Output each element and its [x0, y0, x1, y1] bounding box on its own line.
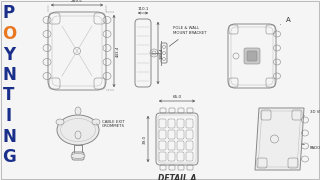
- Text: O: O: [2, 25, 16, 43]
- Text: CABLE EXIT
GROMMETS: CABLE EXIT GROMMETS: [96, 120, 125, 128]
- Text: 110.1: 110.1: [137, 8, 149, 12]
- Text: 3D VIEW: 3D VIEW: [304, 110, 320, 116]
- Text: N: N: [2, 66, 16, 84]
- Text: P: P: [3, 4, 15, 22]
- Text: A: A: [280, 17, 291, 25]
- FancyBboxPatch shape: [244, 48, 260, 64]
- Text: 135.4: 135.4: [160, 47, 164, 59]
- Text: Y: Y: [3, 46, 15, 64]
- Text: T: T: [3, 87, 15, 105]
- Text: POLE & WALL
MOUNT BRACKET: POLE & WALL MOUNT BRACKET: [169, 26, 207, 46]
- Text: G: G: [2, 148, 16, 166]
- Ellipse shape: [56, 119, 64, 125]
- Ellipse shape: [75, 131, 81, 139]
- Text: I: I: [6, 107, 12, 125]
- Ellipse shape: [71, 154, 85, 159]
- Text: 443.4: 443.4: [116, 45, 120, 57]
- Text: N: N: [2, 127, 16, 145]
- FancyBboxPatch shape: [247, 51, 257, 61]
- Ellipse shape: [75, 107, 81, 115]
- Text: 65.0: 65.0: [172, 96, 181, 100]
- Ellipse shape: [92, 119, 100, 125]
- Text: DETAIL A: DETAIL A: [158, 174, 196, 180]
- Polygon shape: [255, 108, 304, 170]
- Text: 39.0: 39.0: [142, 134, 147, 144]
- Text: 289.5: 289.5: [71, 0, 83, 3]
- Text: RADOME: RADOME: [302, 144, 320, 150]
- Ellipse shape: [57, 115, 99, 145]
